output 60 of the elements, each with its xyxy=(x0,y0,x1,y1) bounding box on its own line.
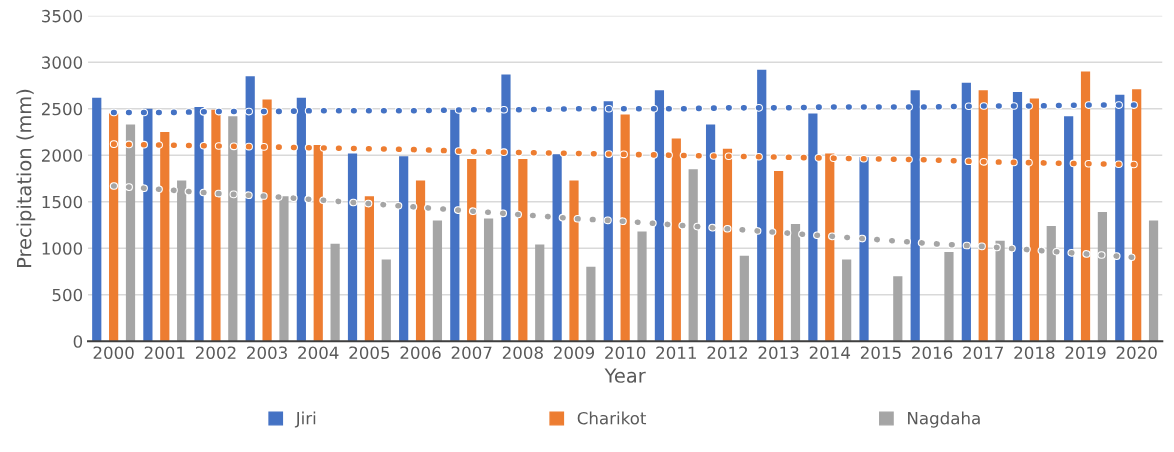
x-tick-label: 2012 xyxy=(707,346,747,360)
y-tick-label: 2000 xyxy=(41,149,83,162)
bar xyxy=(586,266,596,342)
y-axis-title: Precipitation (mm) xyxy=(16,89,36,268)
legend-label: Nagdaha xyxy=(908,411,980,428)
bar xyxy=(842,259,852,342)
y-tick-label: 1000 xyxy=(42,242,83,255)
x-tick-label: 2020 xyxy=(1116,346,1157,360)
legend-label: Jiri xyxy=(294,411,316,428)
bar xyxy=(893,276,903,342)
bar xyxy=(739,255,749,342)
bar xyxy=(569,180,579,342)
bar xyxy=(808,113,818,342)
x-tick-label: 2018 xyxy=(1014,346,1055,360)
bar xyxy=(1064,116,1074,342)
x-tick-label: 2016 xyxy=(912,346,953,360)
x-tick-label: 2004 xyxy=(298,346,339,360)
x-tick-label: 2001 xyxy=(144,346,185,360)
bar xyxy=(518,159,528,342)
bar xyxy=(552,154,562,342)
bar xyxy=(432,220,443,342)
x-tick-label: 2007 xyxy=(451,346,492,360)
y-tick-label: 2500 xyxy=(41,102,83,116)
x-tick-label: 2000 xyxy=(93,346,134,360)
x-tick-label: 2010 xyxy=(605,346,646,360)
y-tick-label: 3500 xyxy=(42,9,83,23)
x-tick-label: 2003 xyxy=(247,346,287,360)
x-tick-label: 2011 xyxy=(656,346,696,360)
y-tick-label: 0 xyxy=(73,335,83,348)
x-tick-label: 2014 xyxy=(809,346,851,360)
x-tick-label: 2015 xyxy=(860,346,901,360)
x-tick-label: 2009 xyxy=(554,346,595,360)
bar xyxy=(330,243,340,342)
bar xyxy=(944,252,954,342)
bar xyxy=(415,180,426,342)
bar xyxy=(347,153,358,342)
bar xyxy=(92,97,102,342)
x-tick-label: 2013 xyxy=(758,346,799,360)
y-tick-label: 500 xyxy=(52,288,83,302)
bar xyxy=(467,159,477,342)
x-tick-label: 2008 xyxy=(502,346,543,360)
x-tick-label: 2002 xyxy=(195,346,236,360)
y-tick-label: 3000 xyxy=(42,56,83,69)
bar xyxy=(1148,220,1159,342)
x-tick-label: 2019 xyxy=(1065,346,1106,360)
bar xyxy=(381,259,391,342)
x-tick-label: 2006 xyxy=(400,346,441,360)
legend-label: Charikot xyxy=(577,411,647,425)
x-tick-label: 2017 xyxy=(963,346,1004,360)
bar xyxy=(705,124,716,342)
bar xyxy=(364,196,374,342)
bar xyxy=(399,156,409,342)
bar xyxy=(637,231,647,342)
x-tick-label: 2005 xyxy=(349,346,390,360)
bar xyxy=(483,218,494,342)
bar xyxy=(859,157,869,342)
y-tick-label: 1500 xyxy=(42,195,83,209)
x-axis-title: Year xyxy=(604,368,646,383)
bar xyxy=(774,171,784,342)
bar xyxy=(535,244,545,342)
